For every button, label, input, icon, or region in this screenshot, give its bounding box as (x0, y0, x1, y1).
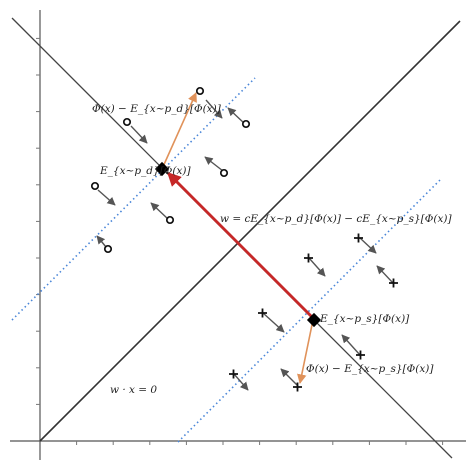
label-dev-d: Φ(x) − E_{x~p_d}[Φ(x)] (92, 103, 222, 115)
circle-points (90, 86, 251, 254)
small-arrow (262, 312, 285, 333)
small-arrow (227, 107, 246, 125)
plus-point (304, 253, 313, 263)
label-dev-s: Φ(x) − E_{x~p_s}[Φ(x)] (306, 363, 434, 375)
label-w-definition: w = cE_{x~p_d}[Φ(x)] − cE_{x~p_s}[Φ(x)] (220, 213, 452, 225)
small-arrow (204, 156, 224, 172)
dotted-line-lower (177, 177, 443, 443)
plus-point (389, 278, 398, 288)
small-arrow (359, 237, 377, 254)
circle-point (122, 117, 132, 127)
circle-point (195, 86, 205, 96)
centroid-marker-d (154, 161, 170, 177)
plus-point (354, 233, 363, 243)
hyperplane-line (39, 20, 461, 442)
small-arrow (97, 189, 116, 206)
circle-point (103, 244, 113, 254)
dotted-line-upper (11, 77, 256, 321)
small-arrow (150, 202, 169, 220)
w-vector-arrow (167, 172, 315, 320)
deviation-arrow-d (161, 92, 197, 170)
plus-points (229, 233, 398, 392)
plus-point (229, 369, 238, 379)
label-hyperplane: w · x = 0 (110, 384, 157, 396)
circle-point-arrows (96, 99, 246, 248)
label-centroid-d: E_{x~p_d}[Φ(x)] (99, 165, 192, 177)
small-arrow (130, 125, 148, 144)
centroid-marker-s (306, 312, 322, 328)
label-centroid-s: E_{x~p_s}[Φ(x)] (319, 313, 410, 325)
plus-point (293, 382, 302, 392)
plus-point (258, 308, 267, 318)
small-arrow (96, 235, 107, 248)
plus-point-arrows (233, 237, 394, 391)
small-arrow (341, 334, 361, 356)
small-arrow (233, 373, 249, 391)
plus-point (356, 350, 365, 360)
circle-point (241, 119, 251, 129)
deviation-arrow-s (297, 319, 314, 384)
circle-point (165, 215, 175, 225)
circle-point (90, 181, 100, 191)
small-arrow (280, 368, 299, 387)
x-axis-ticks (76, 441, 444, 445)
small-arrow (308, 257, 326, 277)
small-arrow (205, 99, 223, 119)
circle-point (219, 168, 229, 178)
small-arrow (376, 265, 394, 284)
axes (10, 10, 466, 460)
